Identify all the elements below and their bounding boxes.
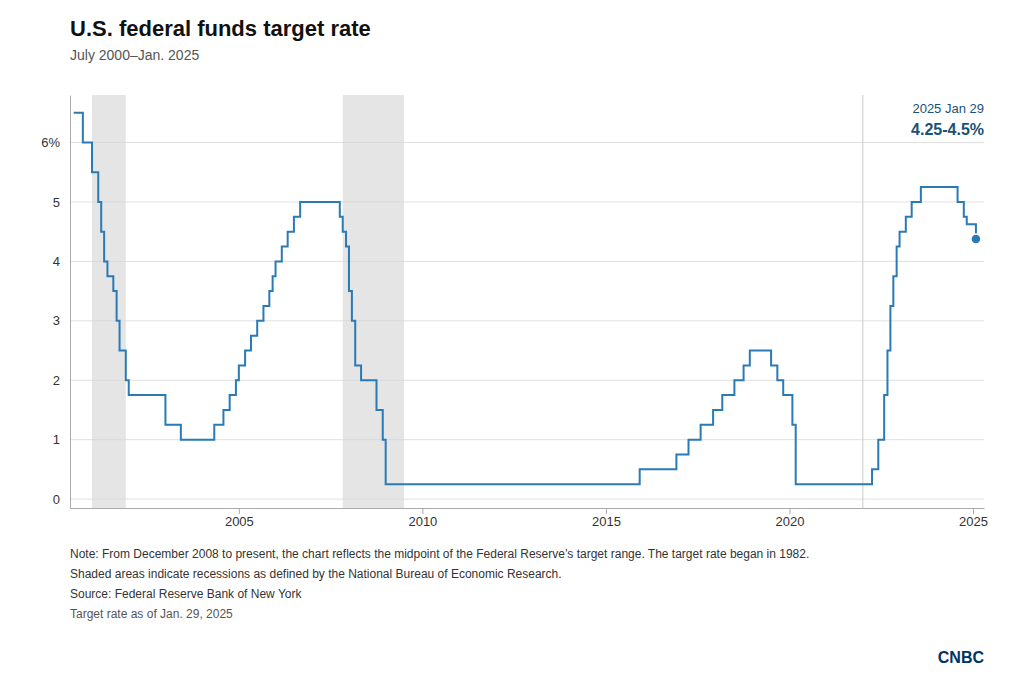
chart: U.S. federal funds target rate July 2000–… [0,0,1024,683]
annotation: 4.25-4.5% [911,121,984,138]
plot: 0 1 2 3 4 5 6% 2005 2010 2015 2020 2025 2025 Jan 29 4… [41,95,988,529]
y-tick: 4 [53,254,70,269]
y-tick: 2 [53,373,70,388]
grid-line [70,201,984,202]
note: Target rate as of Jan. 29, 2025 [70,607,233,621]
x-tick-label: 2015 [592,514,621,529]
x-tick: 2020 [775,508,804,529]
annotations: 2025 Jan 29 4.25-4.5% [911,101,984,138]
y-axis-line [70,96,71,509]
y-tick: 1 [53,432,70,447]
y-tick-label: 0 [53,492,60,507]
x-tick-mark [606,508,607,514]
x-tick-mark [239,508,240,514]
x-tick: 2005 [225,508,254,529]
grid-line [70,499,984,500]
y-tick-label: 6% [41,135,60,150]
y-tick: 6% [41,135,70,150]
note: Source: Federal Reserve Bank of New York [70,587,302,601]
x-tick-label: 2005 [225,514,254,529]
logo: CNBC [938,649,985,666]
grid-line [70,261,984,262]
x-axis: 2005 2010 2015 2020 2025 [71,508,988,529]
x-tick: 2010 [408,508,437,529]
y-tick-label: 1 [53,432,60,447]
reference-line [862,95,863,508]
y-tick-label: 3 [53,313,60,328]
x-tick: 2015 [592,508,621,529]
title: U.S. federal funds target rate [70,16,371,41]
grid-line [70,380,984,381]
rate-line [74,113,976,484]
y-tick-label: 5 [53,195,60,210]
y-tick: 3 [53,313,70,328]
x-tick-label: 2025 [959,514,988,529]
subtitle: July 2000–Jan. 2025 [70,47,199,63]
y-axis: 0 1 2 3 4 5 6% [41,96,70,509]
annotation: 2025 Jan 29 [912,101,984,116]
footer: Note: From December 2008 to present, the… [70,547,809,621]
x-tick-mark [789,508,790,514]
y-tick-label: 4 [53,254,60,269]
y-tick-label: 2 [53,373,60,388]
endpoint [971,234,981,244]
x-tick-label: 2020 [775,514,804,529]
grid [70,143,984,500]
x-tick-mark [973,508,974,514]
y-tick: 0 [53,492,70,507]
note: Note: From December 2008 to present, the… [70,547,809,561]
y-tick: 5 [53,195,70,210]
grid-line [70,142,984,143]
grid-line [70,320,984,321]
x-tick-mark [422,508,423,514]
recession-band [92,95,126,508]
x-tick: 2025 [959,508,988,529]
x-tick-label: 2010 [408,514,437,529]
marks [74,95,981,508]
x-axis-line [71,508,985,509]
note: Shaded areas indicate recessions as defi… [70,567,562,581]
